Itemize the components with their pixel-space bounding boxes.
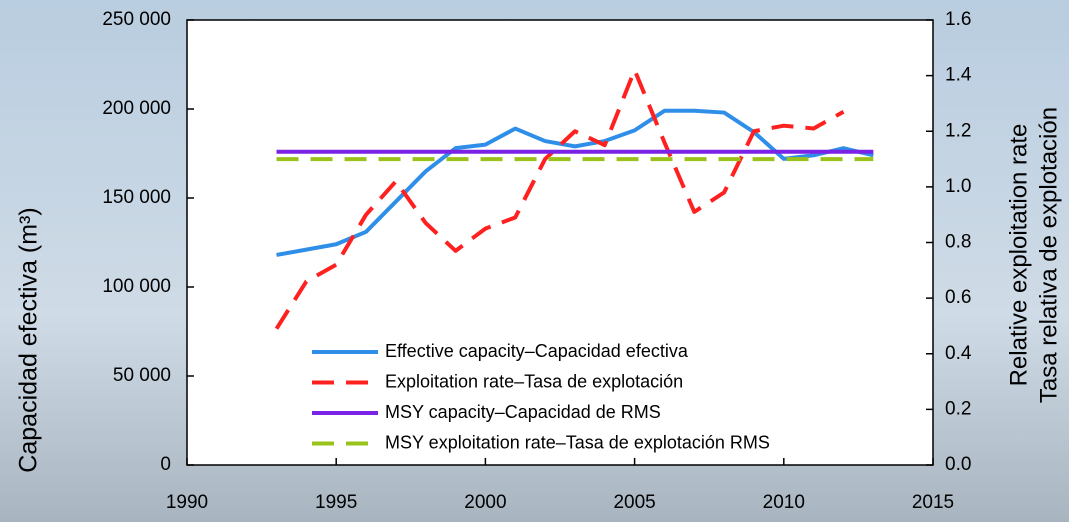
x-tick-label: 1995 [315,492,357,513]
x-tick-label: 2010 [763,492,805,513]
legend-label: MSY capacity–Capacidad de RMS [385,402,661,422]
y2-tick-label: 1.0 [945,176,971,197]
x-tick-label: 2015 [912,492,954,513]
y-tick-label: 200 000 [102,98,171,119]
y2-tick-label: 1.2 [945,120,971,141]
y-axis-label: Capacidad efectiva (m³) [15,207,43,472]
y2-tick-label: 0.8 [945,232,971,253]
x-tick-label: 1990 [166,492,208,513]
legend-label: Effective capacity–Capacidad efectiva [385,341,689,361]
x-tick-label: 2000 [464,492,506,513]
y-tick-label: 150 000 [102,187,171,208]
y2-tick-label: 0.4 [945,343,972,364]
legend-label: Exploitation rate–Tasa de explotación [385,371,683,391]
y2-axis-label: Relative exploitation rate [1005,124,1032,387]
y2-axis-label: Tasa relativa de explotación [1035,107,1062,403]
legend-label: MSY exploitation rate–Tasa de explotació… [385,432,770,452]
chart: Capacidad efectiva (m³) Relative exploit… [0,0,1069,522]
y-tick-label: 0 [160,454,171,475]
y-tick-label: 100 000 [102,276,171,297]
y2-tick-label: 1.4 [945,65,972,86]
y2-tick-label: 1.6 [945,9,971,30]
y2-tick-label: 0.6 [945,287,971,308]
plot-area [187,20,933,465]
x-tick-label: 2005 [613,492,655,513]
page: {"chart_data": {"type": "line", "y_label… [0,0,1069,527]
y2-tick-label: 0.0 [945,454,971,475]
y-tick-label: 250 000 [102,9,171,30]
y2-tick-label: 0.2 [945,398,971,419]
y-tick-label: 50 000 [113,365,171,386]
